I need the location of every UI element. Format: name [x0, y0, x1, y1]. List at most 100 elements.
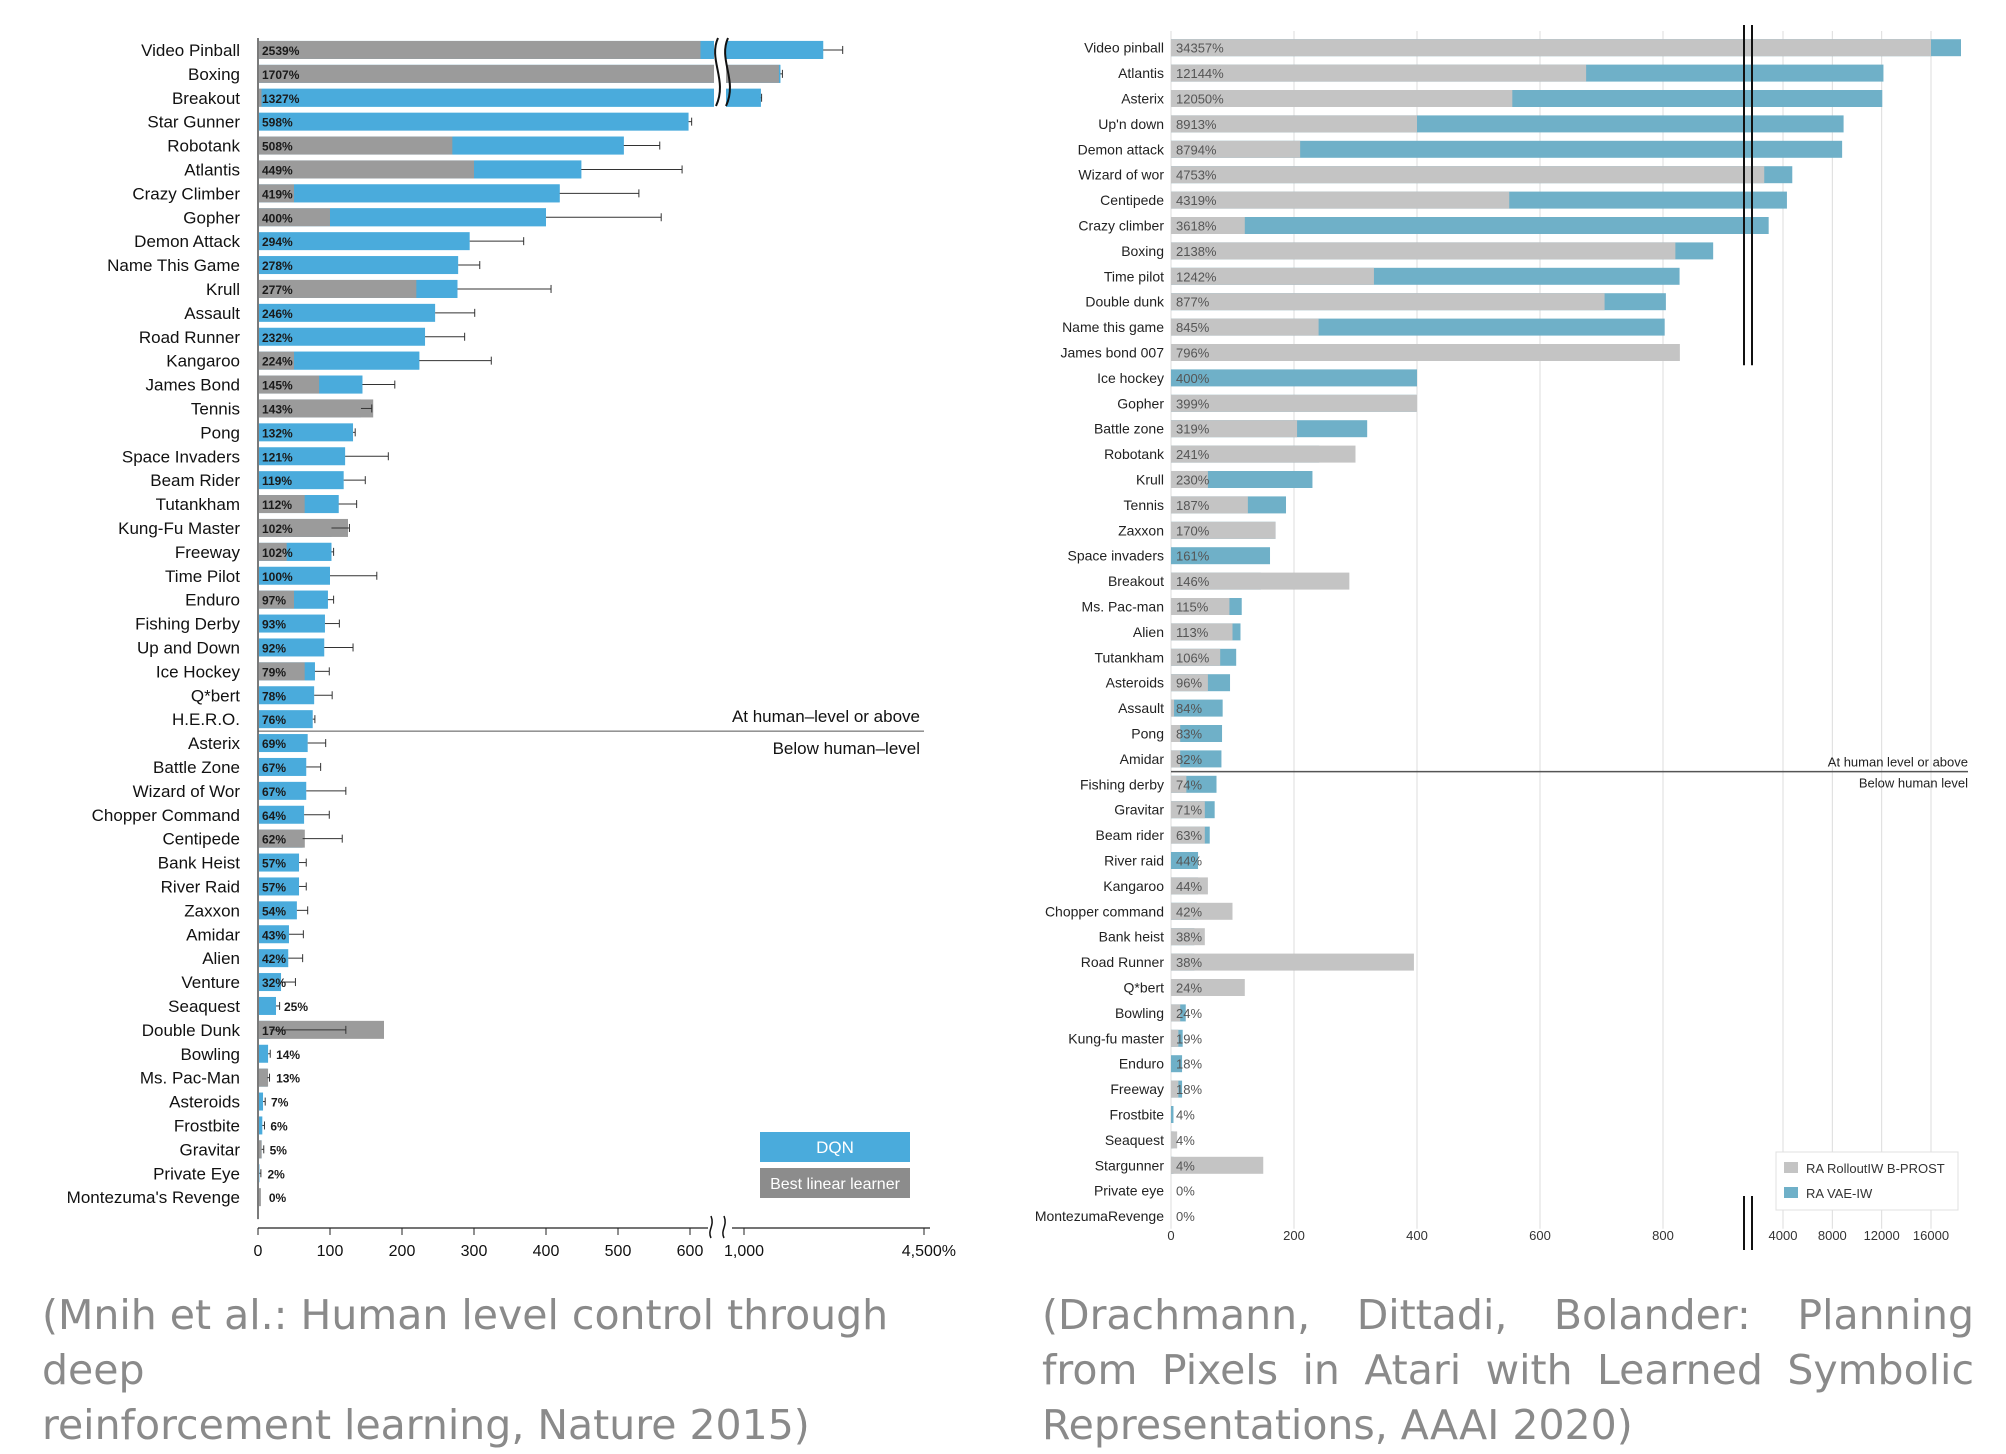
- value-label: 2%: [267, 1167, 285, 1181]
- caption-mnih: (Mnih et al.: Human level control throug…: [42, 1288, 982, 1453]
- dqn-bar: [259, 566, 330, 585]
- value-label: 12144%: [1176, 66, 1224, 81]
- category-label: Fishing derby: [1080, 776, 1164, 792]
- value-label: 34357%: [1176, 41, 1224, 56]
- value-label: 44%: [1176, 854, 1202, 869]
- rollout-iw-bar: [1171, 90, 1513, 107]
- category-label: Zaxxon: [1118, 522, 1164, 538]
- x-tick-label: 1,000: [724, 1243, 764, 1260]
- category-label: Battle zone: [1094, 421, 1164, 437]
- x-tick-label: 800: [1652, 1228, 1674, 1243]
- rollout-iw-bar: [1171, 471, 1208, 488]
- value-label: 277%: [262, 283, 293, 297]
- value-label: 7%: [271, 1096, 289, 1110]
- rollout-iw-bar: [1171, 648, 1221, 666]
- dqn-bar: [259, 901, 297, 920]
- value-label: 4%: [1176, 1158, 1195, 1173]
- value-label: 161%: [1176, 549, 1210, 564]
- linear-bar: [259, 662, 305, 681]
- vae-iw-bar: [1171, 725, 1223, 742]
- category-label: Pong: [1131, 726, 1164, 742]
- rollout-iw-bar: [1171, 801, 1205, 819]
- rollout-iw-bar: [1171, 140, 1301, 158]
- rollout-iw-bar: [1171, 750, 1181, 768]
- category-label: Up and Down: [137, 638, 240, 657]
- caption-line: reinforcement learning, Nature 2015): [42, 1401, 810, 1449]
- x-tick-label: 4000: [1769, 1228, 1798, 1243]
- rollout-iw-bar: [1171, 572, 1350, 590]
- rollout-iw-bar: [1171, 318, 1319, 336]
- linear-bar: [259, 88, 262, 107]
- category-label: Private eye: [1094, 1183, 1164, 1199]
- value-label: 102%: [262, 546, 293, 560]
- below-human-label: Below human level: [1859, 776, 1968, 791]
- x-tick-label: 400: [1406, 1228, 1428, 1243]
- category-label: Bank Heist: [158, 854, 240, 873]
- category-label: Asteroids: [169, 1093, 240, 1112]
- value-label: 25%: [284, 1000, 308, 1014]
- rollout-iw-bar: [1171, 521, 1276, 539]
- rollout-iw-bar: [1171, 115, 1417, 133]
- dqn-bar: [259, 471, 344, 490]
- value-label: 76%: [262, 713, 286, 727]
- dqn-bar: [259, 853, 300, 872]
- value-label: 278%: [262, 259, 293, 273]
- value-label: 232%: [262, 331, 293, 345]
- value-label: 92%: [262, 641, 286, 655]
- value-label: 449%: [262, 163, 293, 177]
- category-label: Time pilot: [1104, 268, 1164, 284]
- value-label: 102%: [262, 522, 293, 536]
- linear-bar: [259, 136, 453, 155]
- rollout-iw-bar: [1171, 699, 1175, 717]
- category-label: Gravitar: [1114, 802, 1164, 818]
- value-label: 67%: [262, 785, 286, 799]
- category-label: Enduro: [185, 591, 240, 610]
- category-label: Stargunner: [1095, 1157, 1165, 1173]
- category-label: Up'n down: [1098, 116, 1164, 132]
- caption-line: (Drachmann, Dittadi, Bolander: Planning: [1042, 1291, 1974, 1339]
- value-label: 57%: [262, 880, 286, 894]
- legend-dqn-label: DQN: [816, 1138, 854, 1157]
- linear-bar: [259, 351, 294, 370]
- category-label: Name This Game: [107, 256, 240, 275]
- x-tick-label: 400: [533, 1243, 560, 1260]
- value-label: 96%: [1176, 676, 1202, 691]
- category-label: Chopper Command: [92, 806, 240, 825]
- x-axis-break-mark: [709, 1215, 713, 1239]
- value-label: 100%: [262, 570, 293, 584]
- vae-iw-bar: [1171, 547, 1271, 565]
- axis-break-mark: [714, 37, 721, 107]
- linear-bar: [259, 40, 701, 59]
- value-label: 132%: [262, 426, 293, 440]
- x-tick-label: 200: [389, 1243, 416, 1260]
- category-label: Gopher: [1117, 395, 1164, 411]
- rollout-iw-bar: [1171, 877, 1208, 895]
- category-label: Ice Hockey: [156, 662, 241, 681]
- rollout-iw-bar: [1171, 166, 1765, 184]
- legend-rollout-label: RA RolloutIW B-PROST: [1806, 1161, 1945, 1176]
- value-label: 24%: [1176, 1006, 1202, 1021]
- value-label: 78%: [262, 689, 286, 703]
- dqn-bar: [259, 614, 325, 633]
- category-label: Kung-Fu Master: [118, 519, 240, 538]
- linear-bar: [259, 542, 287, 561]
- value-label: 18%: [1176, 1057, 1202, 1072]
- linear-bar: [259, 1140, 262, 1159]
- category-label: Double Dunk: [142, 1021, 241, 1040]
- category-label: Wizard of wor: [1078, 167, 1164, 183]
- category-label: Robotank: [1104, 446, 1165, 462]
- rollout-iw-bar: [1171, 267, 1374, 285]
- dqn-bar: [259, 327, 426, 346]
- category-label: Seaquest: [168, 997, 240, 1016]
- rollout-iw-bar: [1171, 217, 1245, 234]
- value-label: 14%: [276, 1048, 300, 1062]
- x-tick-label: 8000: [1818, 1228, 1847, 1243]
- value-label: 42%: [262, 952, 286, 966]
- above-human-label: At human level or above: [1828, 755, 1968, 770]
- value-label: 2138%: [1176, 244, 1217, 259]
- category-label: Video Pinball: [141, 41, 240, 60]
- x-tick-label: 16000: [1913, 1228, 1949, 1243]
- axis-break-gap: [714, 36, 726, 108]
- category-label: Robotank: [167, 137, 240, 156]
- category-label: Video pinball: [1084, 40, 1164, 56]
